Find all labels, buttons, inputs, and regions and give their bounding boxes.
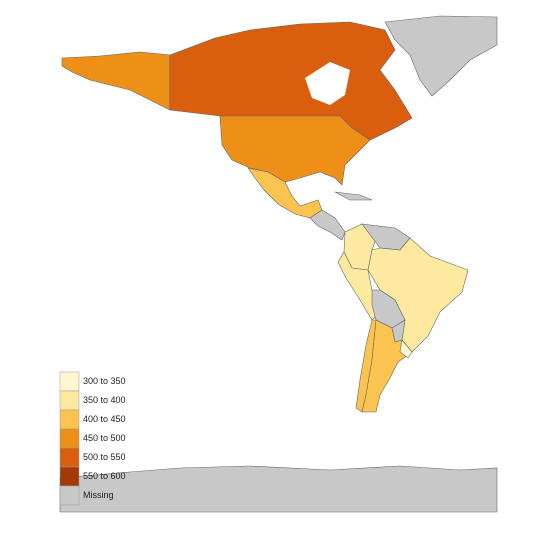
legend-label: 300 to 350 xyxy=(83,376,126,386)
countries xyxy=(59,15,498,513)
legend-swatch xyxy=(59,447,80,468)
legend-swatch xyxy=(59,466,80,487)
legend: 300 to 350 350 to 400 400 to 450 450 to 500… xyxy=(59,371,126,506)
hudson-bay xyxy=(305,62,350,105)
central-america xyxy=(309,209,346,241)
legend-swatch xyxy=(59,428,80,449)
legend-swatch xyxy=(59,409,80,430)
legend-label: Missing xyxy=(83,490,114,500)
legend-label: 550 to 600 xyxy=(83,471,126,481)
uruguay xyxy=(399,339,413,359)
legend-label: 350 to 400 xyxy=(83,395,126,405)
argentina xyxy=(361,319,409,413)
cuba xyxy=(334,191,373,201)
legend-swatch xyxy=(59,371,80,392)
usa xyxy=(219,115,371,186)
legend-label: 400 to 450 xyxy=(83,414,126,424)
antarctica xyxy=(59,465,498,513)
legend-label: 500 to 550 xyxy=(83,452,126,462)
legend-swatch xyxy=(59,390,80,411)
greenland xyxy=(384,15,498,97)
alaska xyxy=(61,51,171,111)
legend-label: 450 to 500 xyxy=(83,433,126,443)
legend-swatch xyxy=(59,485,80,506)
